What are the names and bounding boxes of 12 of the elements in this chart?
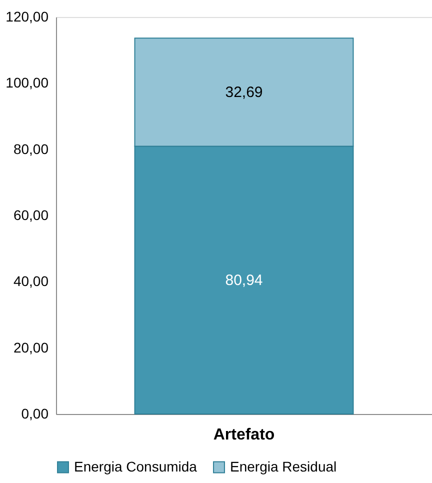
data-label: 80,94 [225,272,263,290]
y-tick-label: 100,00 [6,74,49,91]
data-label: 32,69 [225,84,263,102]
x-tick-label: Artefato [213,426,275,444]
legend-label: Energia Consumida [74,458,198,474]
y-tick-label: 0,00 [21,406,49,422]
y-tick-label: 120,00 [6,8,49,24]
y-tick-label: 40,00 [13,273,49,290]
y-tick-label: 80,00 [13,140,49,157]
legend-label: Energia Residual [230,458,337,474]
y-tick-label: 60,00 [13,207,49,223]
y-tick-label: 20,00 [13,339,49,356]
